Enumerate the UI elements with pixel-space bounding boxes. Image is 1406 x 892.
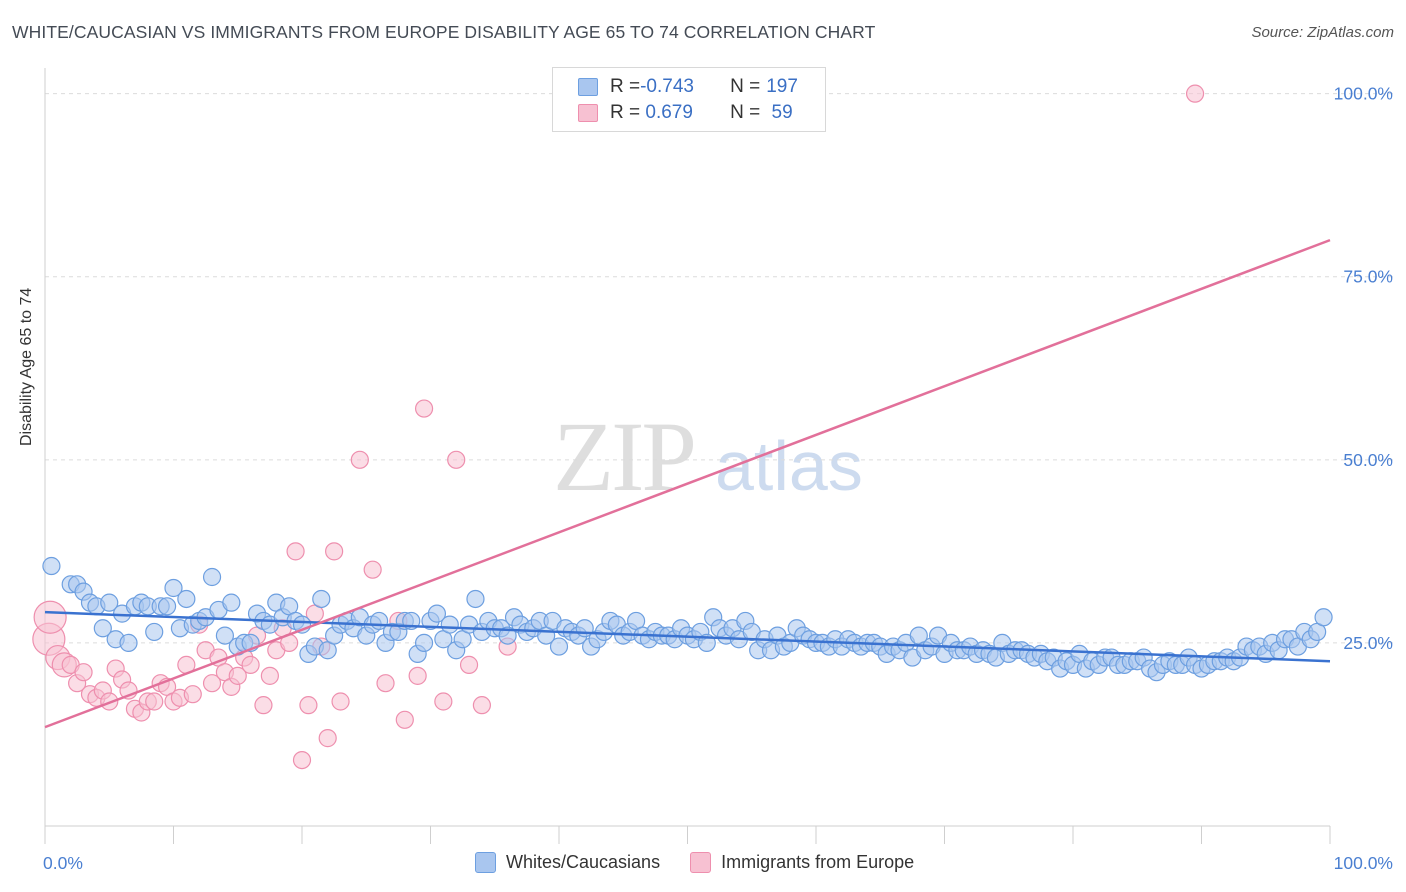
y-tick-label: 75.0% <box>1343 267 1393 287</box>
whites-point <box>100 593 119 612</box>
legend-n-label: N = <box>730 76 761 97</box>
immigrants-point <box>183 685 202 704</box>
whites-point <box>222 593 241 612</box>
immigrants-trend-line <box>44 238 1331 729</box>
legend-swatch-pink <box>690 852 712 873</box>
legend-n-value: 59 <box>766 102 793 123</box>
immigrants-point <box>286 542 305 561</box>
legend-swatch-pink <box>578 104 598 122</box>
y-tick-label: 100.0% <box>1334 84 1393 104</box>
immigrants-point <box>363 560 382 579</box>
y-tick-label: 25.0% <box>1343 633 1393 653</box>
legend-row-immigrants: R = 0.679 N = 59 <box>578 101 793 125</box>
immigrants-point <box>228 666 247 685</box>
watermark: ZIP atlas <box>553 401 863 512</box>
x-tick-label: 100.0% <box>1334 853 1393 873</box>
series-immigrants-points <box>32 84 1205 770</box>
source-label: Source: ZipAtlas.com <box>1251 24 1394 41</box>
immigrants-point <box>472 696 491 715</box>
legend-n-value: 197 <box>766 76 798 97</box>
axes <box>44 68 1331 844</box>
immigrants-point <box>459 655 479 674</box>
y-tick-label: 50.0% <box>1343 450 1393 470</box>
legend-swatch-blue <box>475 852 496 873</box>
whites-point <box>312 589 331 609</box>
trend-lines <box>44 238 1331 729</box>
legend-n-label: N = <box>730 102 761 123</box>
immigrants-point <box>145 692 164 711</box>
whites-point <box>498 626 517 645</box>
whites-point <box>145 622 164 642</box>
legend-label-whites: Whites/Caucasians <box>506 852 661 872</box>
whites-point <box>119 633 138 653</box>
immigrants-point <box>350 450 369 469</box>
legend-item-whites: Whites/Caucasians <box>475 852 660 873</box>
whites-point <box>164 578 183 598</box>
whites-trend-line <box>44 610 1331 663</box>
immigrants-point <box>408 666 427 685</box>
chart-title: WHITE/CAUCASIAN VS IMMIGRANTS FROM EUROP… <box>12 22 876 42</box>
legend-row-whites: R = -0.743 N = 197 <box>578 75 798 99</box>
immigrants-point <box>434 692 453 711</box>
immigrants-point <box>447 450 466 469</box>
whites-point <box>1314 608 1333 627</box>
grid-lines <box>45 93 1395 644</box>
series-whites-points <box>42 556 1333 682</box>
immigrants-point <box>299 696 318 715</box>
whites-point <box>202 567 222 587</box>
immigrants-point <box>325 542 344 561</box>
immigrants-point <box>241 655 260 674</box>
whites-point <box>427 604 447 623</box>
whites-point <box>93 619 112 638</box>
legend-label-immigrants: Immigrants from Europe <box>721 852 915 872</box>
immigrants-point <box>395 710 414 729</box>
x-tick-label: 0.0% <box>43 853 83 873</box>
immigrants-point <box>33 600 67 634</box>
immigrants-point <box>202 674 222 693</box>
legend-r-label: R = <box>610 76 641 97</box>
legend-r-label: R = <box>610 102 641 123</box>
immigrants-point <box>318 729 337 748</box>
whites-point <box>414 633 434 653</box>
whites-point <box>215 626 234 645</box>
whites-point <box>177 589 196 609</box>
whites-point <box>549 637 569 656</box>
legend-r-value: -0.743 <box>640 76 694 97</box>
whites-point <box>440 615 459 634</box>
legend-r-value: 0.679 <box>640 102 693 123</box>
immigrants-point <box>1185 84 1205 103</box>
immigrants-point <box>254 696 273 715</box>
series-legend: Whites/Caucasians Immigrants from Europe <box>475 852 944 873</box>
tick-labels: 25.0% 50.0% 75.0% 100.0% 0.0% 100.0% <box>43 84 1393 873</box>
immigrants-point <box>292 750 312 770</box>
whites-point <box>466 589 485 609</box>
immigrants-point <box>376 674 395 693</box>
immigrants-point <box>260 666 279 685</box>
whites-point <box>157 597 177 616</box>
immigrants-point <box>331 692 350 711</box>
immigrants-point <box>74 663 93 682</box>
y-axis-label: Disability Age 65 to 74 <box>18 287 35 446</box>
watermark-atlas: atlas <box>715 427 863 505</box>
whites-point <box>42 556 61 576</box>
correlation-legend: R = -0.743 N = 197 R = 0.679 N = 59 <box>552 67 826 132</box>
legend-swatch-blue <box>578 78 598 96</box>
legend-item-immigrants: Immigrants from Europe <box>690 852 914 873</box>
watermark-zip: ZIP <box>553 401 694 512</box>
immigrants-point <box>414 399 434 418</box>
